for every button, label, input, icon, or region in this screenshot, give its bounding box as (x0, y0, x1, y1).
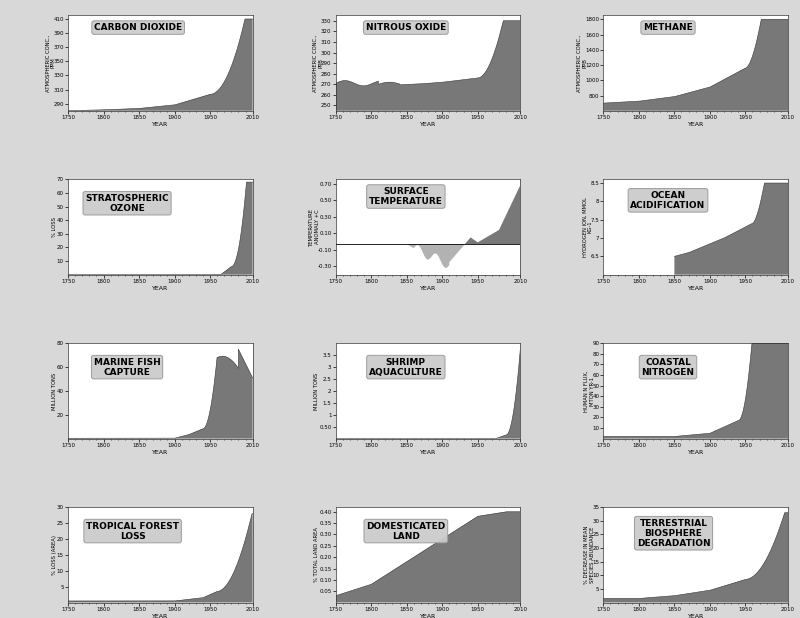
Y-axis label: TEMPERATURE
ANOMALY +C: TEMPERATURE ANOMALY +C (310, 208, 320, 246)
X-axis label: YEAR: YEAR (687, 450, 704, 455)
Y-axis label: ATMOSPHERIC CONC.,
PPB: ATMOSPHERIC CONC., PPB (578, 35, 588, 92)
X-axis label: YEAR: YEAR (152, 450, 169, 455)
X-axis label: YEAR: YEAR (687, 286, 704, 291)
Text: OCEAN
ACIDIFICATION: OCEAN ACIDIFICATION (630, 191, 706, 210)
X-axis label: YEAR: YEAR (152, 614, 169, 618)
Text: CARBON DIOXIDE: CARBON DIOXIDE (94, 23, 182, 32)
X-axis label: YEAR: YEAR (687, 122, 704, 127)
Text: DOMESTICATED
LAND: DOMESTICATED LAND (366, 522, 446, 541)
Text: NITROUS OXIDE: NITROUS OXIDE (366, 23, 446, 32)
X-axis label: YEAR: YEAR (420, 614, 436, 618)
X-axis label: YEAR: YEAR (687, 614, 704, 618)
Y-axis label: HUMAN N FLUX,
MTON YR-1: HUMAN N FLUX, MTON YR-1 (584, 370, 594, 412)
Text: MARINE FISH
CAPTURE: MARINE FISH CAPTURE (94, 358, 161, 376)
X-axis label: YEAR: YEAR (420, 450, 436, 455)
Y-axis label: MILLION TONS: MILLION TONS (51, 372, 57, 410)
Text: SHRIMP
AQUACULTURE: SHRIMP AQUACULTURE (369, 358, 442, 376)
X-axis label: YEAR: YEAR (420, 286, 436, 291)
Y-axis label: ATMOSPHERIC CONC.,
PPM: ATMOSPHERIC CONC., PPM (46, 35, 56, 92)
X-axis label: YEAR: YEAR (152, 122, 169, 127)
Y-axis label: HYDROGEN ION, MMOL
KG-1: HYDROGEN ION, MMOL KG-1 (582, 197, 593, 257)
Text: COASTAL
NITROGEN: COASTAL NITROGEN (642, 358, 694, 376)
Text: METHANE: METHANE (643, 23, 693, 32)
X-axis label: YEAR: YEAR (420, 122, 436, 127)
Text: TERRESTRIAL
BIOSPHERE
DEGRADATION: TERRESTRIAL BIOSPHERE DEGRADATION (637, 519, 710, 548)
Y-axis label: % DECREASE IN MEAN
SPECIES ABUNDANCE: % DECREASE IN MEAN SPECIES ABUNDANCE (584, 526, 594, 584)
Y-axis label: % LOSS: % LOSS (51, 217, 57, 237)
Y-axis label: MILLION TONS: MILLION TONS (314, 372, 319, 410)
Y-axis label: % TOTAL LAND AREA: % TOTAL LAND AREA (314, 527, 319, 582)
X-axis label: YEAR: YEAR (152, 286, 169, 291)
Y-axis label: % LOSS (AREA): % LOSS (AREA) (51, 535, 57, 575)
Text: STRATOSPHERIC
OZONE: STRATOSPHERIC OZONE (86, 193, 169, 213)
Text: SURFACE
TEMPERATURE: SURFACE TEMPERATURE (369, 187, 442, 206)
Text: TROPICAL FOREST
LOSS: TROPICAL FOREST LOSS (86, 522, 179, 541)
Y-axis label: ATMOSPHERIC CONC.,
PPB: ATMOSPHERIC CONC., PPB (313, 35, 323, 92)
